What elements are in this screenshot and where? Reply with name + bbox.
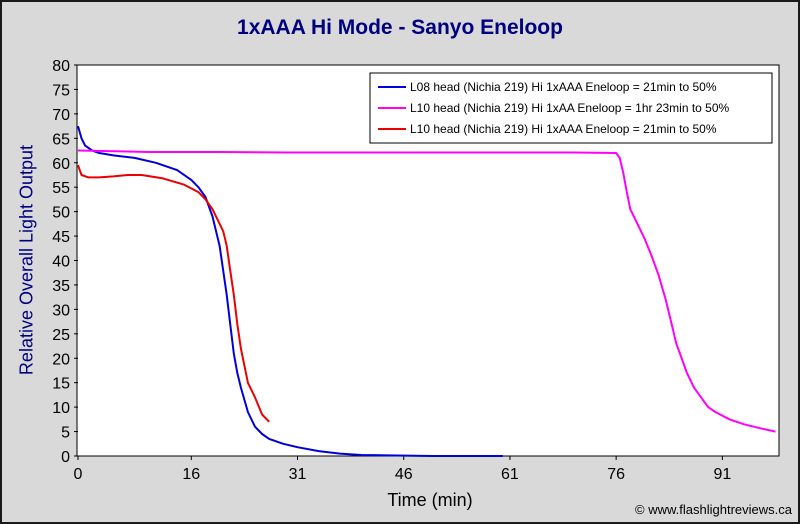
series-group (77, 125, 776, 457)
y-tick-label: 20 (52, 351, 70, 368)
y-tick-label: 60 (52, 156, 70, 173)
y-tick-label: 40 (52, 254, 70, 271)
y-tick-label: 65 (52, 131, 70, 148)
legend-label-2: L10 head (Nichia 219) Hi 1xAA Eneloop = … (410, 101, 730, 115)
y-axis: 0 5 10 15 20 25 30 35 40 45 50 55 60 65 70 75 80 (52, 58, 78, 466)
x-tick-label: 91 (713, 466, 731, 483)
y-tick-label: 25 (52, 327, 70, 344)
y-tick-label: 80 (52, 58, 70, 75)
x-axis-label: Time (min) (387, 490, 473, 510)
x-tick-label: 76 (607, 466, 625, 483)
x-tick-label: 16 (182, 466, 200, 483)
chart-title: 1xAAA Hi Mode - Sanyo Eneloop (237, 16, 563, 39)
legend-label-3: L10 head (Nichia 219) Hi 1xAAA Eneloop =… (410, 122, 717, 136)
x-tick-label: 46 (395, 466, 413, 483)
y-tick-label: 50 (52, 205, 70, 222)
x-tick-label: 0 (74, 466, 83, 483)
legend: L08 head (Nichia 219) Hi 1xAAA Eneloop =… (369, 72, 773, 144)
y-tick-label: 35 (52, 278, 70, 295)
y-tick-label: 75 (52, 82, 70, 99)
copyright-credit: © www.flashlightreviews.ca (635, 502, 792, 517)
y-tick-label: 15 (52, 376, 70, 393)
y-tick-label: 55 (52, 180, 70, 197)
series-line-3 (77, 164, 270, 423)
x-axis: 0 16 31 46 61 76 91 (74, 456, 731, 483)
y-tick-label: 70 (52, 107, 70, 124)
y-tick-label: 45 (52, 229, 70, 246)
y-tick-label: 5 (61, 425, 70, 442)
series-line-1 (77, 125, 503, 457)
y-tick-label: 0 (61, 449, 70, 466)
y-tick-label: 30 (52, 302, 70, 319)
x-tick-label: 31 (289, 466, 307, 483)
y-tick-label: 10 (52, 400, 70, 417)
series-line-2 (77, 149, 776, 433)
legend-box (369, 72, 773, 144)
x-tick-label: 61 (501, 466, 519, 483)
legend-label-1: L08 head (Nichia 219) Hi 1xAAA Eneloop =… (410, 80, 717, 94)
